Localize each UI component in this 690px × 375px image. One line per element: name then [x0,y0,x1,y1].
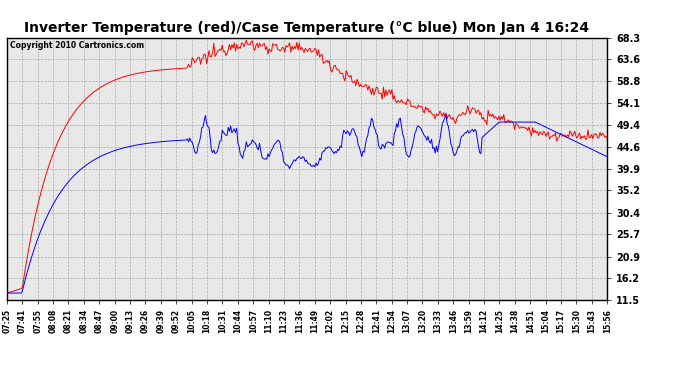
Title: Inverter Temperature (red)/Case Temperature (°C blue) Mon Jan 4 16:24: Inverter Temperature (red)/Case Temperat… [24,21,590,35]
Text: Copyright 2010 Cartronics.com: Copyright 2010 Cartronics.com [10,42,144,51]
